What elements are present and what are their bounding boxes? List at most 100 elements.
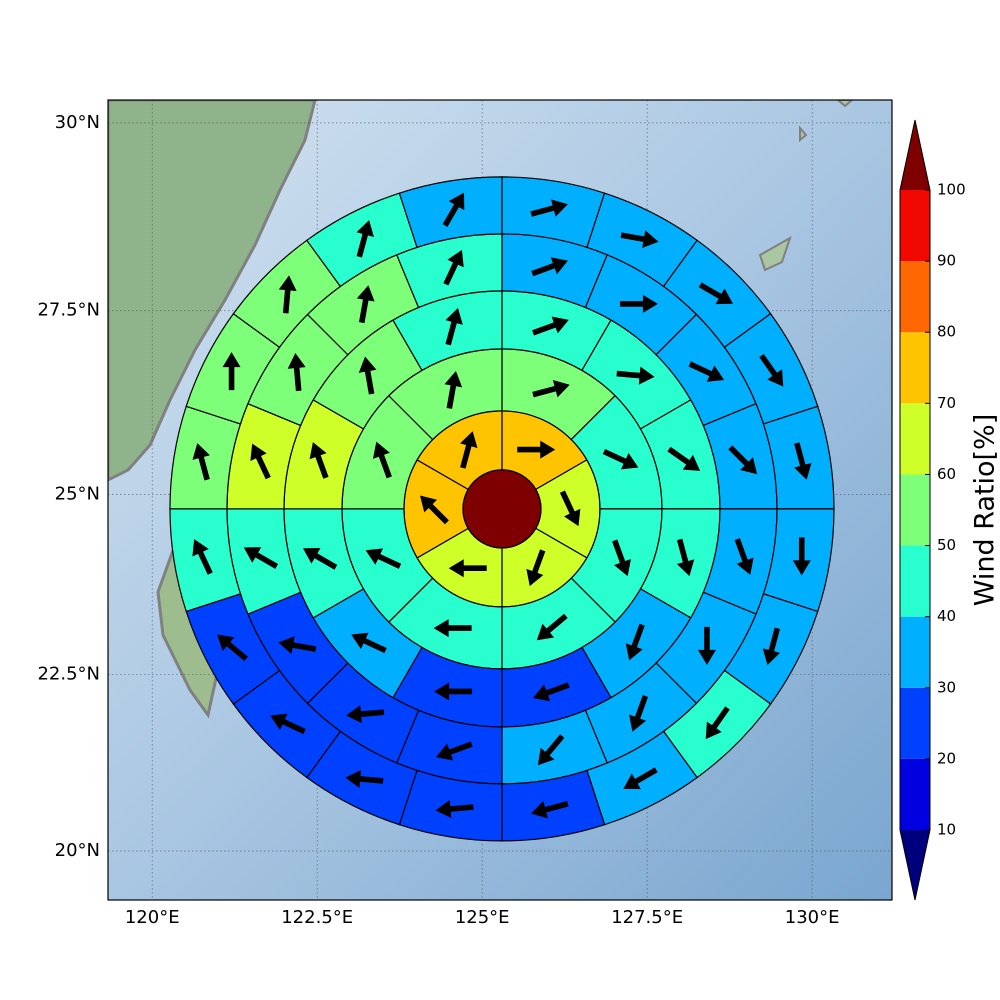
colorbar-tick-label: 30 [937, 678, 956, 696]
wind-arrow [794, 442, 812, 480]
map-background [108, 100, 892, 900]
wind-arrow [734, 538, 754, 575]
wind-arrow [698, 282, 734, 305]
wind-arrow [433, 619, 472, 638]
wind-arrow [705, 706, 730, 740]
colorbar: 10 20 30 40 50 60 70 80 90 100 [899, 119, 966, 901]
wind-arrow [420, 495, 449, 525]
colorbar-block [900, 261, 930, 333]
wind-arrow [445, 307, 463, 346]
wind-arrow [345, 770, 384, 788]
wind-arrow [192, 539, 213, 575]
colorbar-tick-label: 10 [937, 821, 956, 839]
colorbar-tick-label: 100 [937, 181, 966, 199]
colorbar-label: Wind Ratio[%] [970, 414, 1000, 606]
wind-arrow [623, 767, 658, 790]
wind-arrow [442, 192, 465, 227]
colorbar-block [900, 616, 930, 688]
colorbar-block [900, 474, 930, 546]
wind-arrow [287, 353, 306, 392]
arrows [192, 192, 812, 819]
colorbar-block [900, 332, 930, 404]
wind-arrow [351, 632, 387, 654]
x-tick-label: 125°E [455, 907, 510, 928]
wind-arrow [629, 695, 649, 732]
wind-arrow [243, 547, 279, 569]
wind-arrow [531, 257, 568, 277]
wind-arrow [792, 537, 811, 576]
wind-arrow [270, 713, 306, 735]
wind-arrow [217, 634, 248, 662]
wind-arrow [302, 548, 338, 570]
wind-arrow [532, 379, 570, 398]
colorbar-under [900, 830, 930, 900]
wind-arrow [762, 627, 781, 666]
wind-arrow [759, 353, 784, 387]
wind-arrow [356, 220, 374, 258]
colorbar-tick-label: 70 [937, 394, 956, 412]
wind-arrow [444, 371, 463, 409]
colorbar-tick-label: 20 [937, 749, 956, 767]
colorbar-tick-label: 80 [937, 323, 956, 341]
y-tick-label: 22.5°N [37, 663, 100, 684]
wind-arrow [530, 199, 568, 217]
wind-arrow [619, 294, 658, 313]
wind-arrow [620, 230, 659, 249]
x-tick-label: 122.5°E [281, 907, 353, 928]
wind-arrow [436, 741, 473, 761]
wind-arrow [372, 441, 392, 479]
wind-arrow [728, 445, 758, 475]
mainland [108, 100, 317, 482]
colorbar-tick-label: 40 [937, 607, 956, 625]
wind-arrow [537, 734, 565, 766]
wind-arrow [460, 431, 478, 469]
wind-arrow [443, 249, 464, 286]
colorbar-block [900, 687, 930, 759]
colorbar-tick-label: 60 [937, 465, 956, 483]
x-tick-label: 127.5°E [611, 907, 683, 928]
wind-arrow [309, 442, 329, 479]
wind-arrow [356, 285, 375, 324]
map-frame [107, 99, 893, 901]
axes: 120°E 122.5°E 125°E 127.5°E 130°E 20°N 22.5°N 2… [37, 112, 839, 928]
wind-arrow [250, 443, 271, 480]
wind-arrow [448, 559, 487, 578]
colorbar-block [900, 758, 930, 830]
colorbar-tick-label: 90 [937, 252, 956, 270]
center-circle [462, 469, 542, 549]
colorbar-block [900, 190, 930, 262]
colorbar-tick-label: 50 [937, 536, 956, 554]
wind-arrow [278, 275, 297, 314]
wind-arrow [531, 800, 569, 819]
wind-arrow [517, 440, 556, 459]
sectors [169, 176, 835, 842]
wind-arrow [625, 623, 645, 661]
colorbar-block [900, 403, 930, 475]
colorbar-block [900, 545, 930, 617]
wind-arrow [602, 448, 639, 470]
wind-arrow [536, 613, 568, 641]
wind-arrow [676, 538, 695, 577]
wind-arrow [222, 352, 241, 391]
wind-arrow [192, 443, 210, 481]
wind-arrow [526, 549, 546, 587]
wind-arrow [533, 682, 570, 702]
wind-arrow [667, 446, 701, 471]
wind-arrow [532, 316, 569, 336]
y-tick-label: 27.5°N [37, 300, 100, 321]
colorbar-over [900, 120, 930, 190]
wind-arrow [346, 705, 385, 724]
y-tick-label: 30°N [55, 112, 100, 133]
wind-arrow [697, 626, 716, 665]
y-tick-label: 25°N [55, 483, 100, 504]
y-tick-label: 20°N [55, 840, 100, 861]
wind-arrow [559, 490, 581, 527]
wind-arrow [365, 548, 402, 569]
x-tick-label: 120°E [125, 907, 180, 928]
wind-arrow [688, 361, 725, 382]
wind-arrow [278, 636, 317, 655]
wind-arrow [434, 682, 473, 701]
x-tick-label: 130°E [785, 907, 840, 928]
wind-arrow [358, 356, 377, 395]
